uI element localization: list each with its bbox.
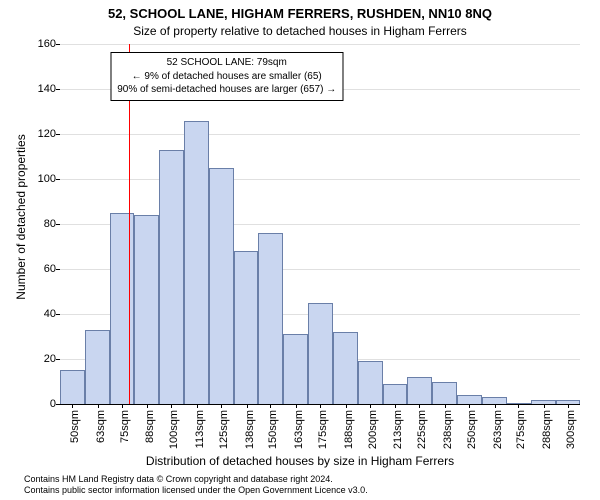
x-tick-label: 113sqm <box>194 410 206 448</box>
histogram-bar <box>283 334 308 404</box>
x-tick-mark <box>270 404 271 408</box>
x-tick-mark <box>445 404 446 408</box>
y-tick-mark <box>56 44 60 45</box>
y-tick-mark <box>56 404 60 405</box>
x-tick-mark <box>171 404 172 408</box>
y-tick-mark <box>56 224 60 225</box>
histogram-bar <box>432 382 457 405</box>
chart-title-sub: Size of property relative to detached ho… <box>0 24 600 38</box>
y-tick-label: 40 <box>16 308 56 320</box>
histogram-bar <box>457 395 482 404</box>
histogram-bar <box>308 303 333 404</box>
x-tick-label: 150sqm <box>267 410 279 449</box>
x-tick-label: 88sqm <box>144 410 156 443</box>
y-tick-label: 160 <box>16 38 56 50</box>
x-tick-mark <box>495 404 496 408</box>
x-tick-label: 75sqm <box>119 410 131 443</box>
grid-line <box>60 44 580 45</box>
y-tick-label: 120 <box>16 128 56 140</box>
x-tick-label: 175sqm <box>317 410 329 449</box>
x-tick-label: 238sqm <box>442 410 454 449</box>
x-tick-mark <box>419 404 420 408</box>
histogram-bar <box>333 332 358 404</box>
y-tick-mark <box>56 179 60 180</box>
histogram-bar <box>482 397 507 404</box>
x-tick-mark <box>72 404 73 408</box>
histogram-bar <box>184 121 209 405</box>
x-tick-mark <box>98 404 99 408</box>
histogram-bar <box>258 233 283 404</box>
x-tick-mark <box>147 404 148 408</box>
histogram-bar <box>407 377 432 404</box>
x-tick-mark <box>221 404 222 408</box>
x-tick-label: 125sqm <box>218 410 230 449</box>
y-tick-label: 0 <box>16 398 56 410</box>
annotation-line: 52 SCHOOL LANE: 79sqm <box>117 56 336 70</box>
x-tick-mark <box>122 404 123 408</box>
y-tick-mark <box>56 89 60 90</box>
y-tick-label: 80 <box>16 218 56 230</box>
x-tick-mark <box>197 404 198 408</box>
x-tick-mark <box>518 404 519 408</box>
x-tick-mark <box>395 404 396 408</box>
x-tick-mark <box>469 404 470 408</box>
histogram-bar <box>383 384 408 404</box>
footer-line: Contains HM Land Registry data © Crown c… <box>24 474 368 485</box>
y-tick-label: 20 <box>16 353 56 365</box>
histogram-bar <box>134 215 159 404</box>
histogram-bar <box>85 330 110 404</box>
chart-footer: Contains HM Land Registry data © Crown c… <box>24 474 368 497</box>
histogram-bar <box>358 361 383 404</box>
y-tick-mark <box>56 134 60 135</box>
annotation-line: ← 9% of detached houses are smaller (65) <box>117 70 336 84</box>
x-tick-mark <box>568 404 569 408</box>
grid-line <box>60 179 580 180</box>
chart-container: 52, SCHOOL LANE, HIGHAM FERRERS, RUSHDEN… <box>0 0 600 500</box>
x-tick-label: 300sqm <box>565 410 577 449</box>
footer-line: Contains public sector information licen… <box>24 485 368 496</box>
x-tick-mark <box>346 404 347 408</box>
x-tick-mark <box>320 404 321 408</box>
annotation-box: 52 SCHOOL LANE: 79sqm← 9% of detached ho… <box>110 52 343 101</box>
histogram-bar <box>110 213 135 404</box>
x-tick-label: 263sqm <box>492 410 504 449</box>
histogram-bar <box>209 168 234 404</box>
x-tick-label: 50sqm <box>69 410 81 443</box>
x-tick-label: 275sqm <box>515 410 527 449</box>
histogram-bar <box>159 150 184 404</box>
annotation-line: 90% of semi-detached houses are larger (… <box>117 83 336 97</box>
histogram-bar <box>60 370 85 404</box>
x-tick-mark <box>247 404 248 408</box>
y-tick-label: 140 <box>16 83 56 95</box>
x-axis-label: Distribution of detached houses by size … <box>0 454 600 468</box>
x-tick-mark <box>370 404 371 408</box>
x-tick-label: 288sqm <box>541 410 553 449</box>
x-tick-label: 163sqm <box>293 410 305 449</box>
y-tick-mark <box>56 314 60 315</box>
x-tick-label: 138sqm <box>244 410 256 449</box>
x-tick-label: 225sqm <box>416 410 428 449</box>
x-tick-label: 188sqm <box>343 410 355 449</box>
chart-title-main: 52, SCHOOL LANE, HIGHAM FERRERS, RUSHDEN… <box>0 6 600 21</box>
histogram-bar <box>234 251 259 404</box>
plot-area: 52 SCHOOL LANE: 79sqm← 9% of detached ho… <box>60 44 580 404</box>
x-tick-label: 200sqm <box>367 410 379 449</box>
x-tick-label: 213sqm <box>392 410 404 449</box>
y-tick-mark <box>56 269 60 270</box>
y-tick-mark <box>56 359 60 360</box>
grid-line <box>60 134 580 135</box>
x-tick-label: 100sqm <box>168 410 180 449</box>
x-tick-label: 250sqm <box>466 410 478 449</box>
y-tick-label: 100 <box>16 173 56 185</box>
y-tick-label: 60 <box>16 263 56 275</box>
x-tick-label: 63sqm <box>95 410 107 443</box>
x-tick-mark <box>296 404 297 408</box>
x-tick-mark <box>544 404 545 408</box>
